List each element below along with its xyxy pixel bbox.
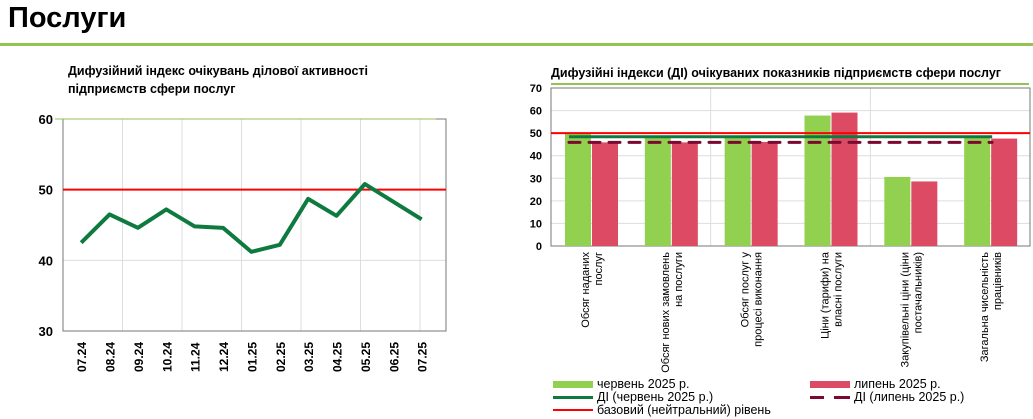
legend-baseline: базовий (нейтральний) рівень [553,402,771,418]
x-tick-label: 01.25 [245,342,259,372]
x-tick-label: 03.25 [302,342,316,372]
bar-july [751,141,778,246]
x-tick-label: послуг [593,252,605,286]
legend-di-june: ДІ (червень 2025 р.) [553,389,713,405]
x-tick-label: 04.25 [331,342,345,372]
legend-swatch-di-june [553,395,593,399]
y-tick-label: 30 [530,173,542,185]
x-tick-label: Обсяг послуг у [740,252,752,328]
legend-swatch-di-july [810,395,850,399]
bar-june [565,132,591,246]
plot-area [550,87,1031,247]
x-tick-label: 09.24 [132,342,146,372]
bar-june [644,136,671,246]
bar-july [592,142,618,246]
legend-swatch-june [553,380,593,388]
x-tick-label: Закупівельні ціни (ціни [899,252,911,367]
bar-chart-title: Дифузійні індекси (ДІ) очікуваних показн… [551,64,1029,85]
x-tick-label: 07.24 [75,342,89,372]
legend-swatch-baseline [553,409,593,411]
legend-label: ДІ (червень 2025 р.) [597,390,714,404]
y-tick-label: 40 [530,151,542,163]
x-tick-label: 02.25 [274,342,288,372]
y-tick-label: 0 [536,241,542,253]
plot-area [62,118,447,332]
legend-label: червень 2025 р. [597,377,690,391]
x-tick-label: 12.24 [217,342,231,372]
y-tick-label: 50 [530,128,542,140]
x-tick-label: постачальників) [912,252,924,333]
legend-july: липень 2025 р. [810,376,941,392]
legend-label: базовий (нейтральний) рівень [597,403,771,417]
x-tick-label: 08.24 [104,342,118,372]
bar-june [804,115,831,246]
y-tick-label: 60 [39,112,53,127]
line-chart-title: Дифузійний індекс очікувань ділової акти… [68,64,369,96]
x-tick-label: 05.25 [359,342,373,372]
y-tick-label: 30 [39,324,53,339]
legend-label: ДІ (липень 2025 р.) [854,390,965,404]
x-tick-label: на послуги [673,252,685,307]
x-tick-label: 06.25 [387,342,401,372]
y-tick-label: 10 [530,218,542,230]
x-tick-label: Ціни (тарифи) на [820,251,832,339]
page-title: Послуги [8,2,127,34]
bar-june [884,176,911,246]
legend-june: червень 2025 р. [553,376,689,392]
x-tick-label: Обсяг наданих [580,252,592,328]
x-tick-label: працівників [992,252,1004,310]
title-divider [0,43,1033,46]
bar-july [831,112,858,246]
x-tick-label: Загальна чисельність [979,252,991,362]
y-tick-label: 50 [39,183,53,198]
legend-di-july: ДІ (липень 2025 р.) [810,389,964,405]
x-tick-label: 07.25 [416,342,430,372]
bar-july [991,138,1018,246]
x-tick-label: 10.24 [160,342,174,372]
series-line [79,182,423,254]
bar-july [911,181,938,246]
x-tick-label: 11.24 [189,342,203,372]
legend-swatch-july [810,380,850,388]
x-tick-label: Обсяг нових замовлень [660,252,672,373]
y-tick-label: 60 [530,106,542,118]
x-tick-label: власні послуги [833,252,845,327]
bar-july [671,142,698,246]
y-tick-label: 40 [39,253,53,268]
y-tick-label: 70 [530,83,542,95]
y-tick-label: 20 [530,196,542,208]
legend-label: липень 2025 р. [854,377,941,391]
bar-june [964,136,991,246]
x-tick-label: процесі виконання [753,252,765,347]
bar-june [724,136,751,246]
